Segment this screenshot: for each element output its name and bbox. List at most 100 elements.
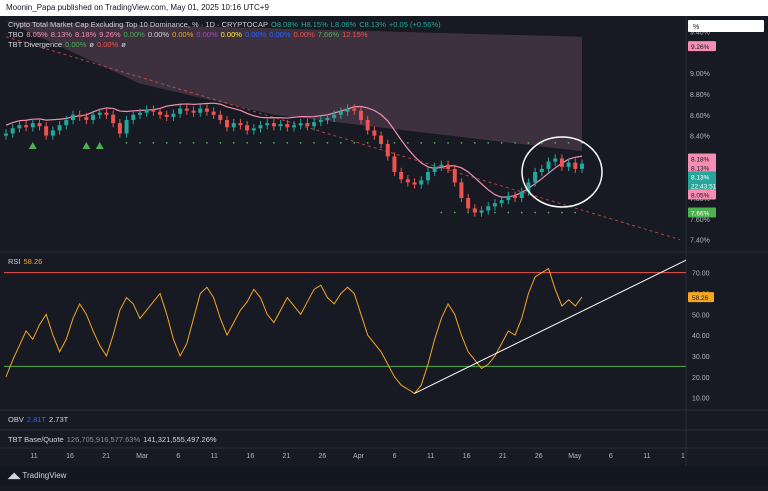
unit-box <box>688 20 764 32</box>
candle <box>271 123 276 127</box>
highlight-circle <box>521 136 603 208</box>
candle <box>519 191 524 198</box>
candle <box>278 124 283 127</box>
support-dot <box>259 141 262 144</box>
obv-legend: OBV 2.81T 2.73T <box>8 415 71 425</box>
chart-area[interactable]: 9.40% 9.00% 8.80% 8.60% 8.40% 7.80% 7.60% 7.40%… <box>0 16 768 486</box>
support-dot <box>406 141 409 144</box>
candle <box>379 135 384 144</box>
candle <box>4 133 8 136</box>
price-badge <box>688 153 716 164</box>
candle <box>573 162 578 169</box>
unit-label: % <box>693 24 699 31</box>
support-dot <box>554 141 557 144</box>
tbo-value: 0.00% <box>244 30 267 39</box>
tbo-value: 8.13% <box>50 30 72 39</box>
rsi-legend: RSI 58.26 <box>8 257 45 267</box>
candle <box>184 108 189 111</box>
time-tick-label: 11 <box>30 453 37 460</box>
candle <box>298 123 303 126</box>
price-badge-label: 8.05% <box>691 192 710 199</box>
candle <box>553 158 558 162</box>
tbt-label: TBT Divergence <box>8 40 63 49</box>
candle <box>466 198 471 209</box>
candle <box>191 110 196 113</box>
candle <box>325 117 330 120</box>
time-tick-label: 11 <box>643 453 650 460</box>
candle <box>492 203 497 207</box>
candle <box>479 210 484 213</box>
support-dot <box>507 211 510 214</box>
candle <box>358 110 363 120</box>
support-dot <box>500 141 503 144</box>
candle <box>17 125 22 129</box>
candle <box>111 114 116 124</box>
candle <box>84 116 89 120</box>
tbo-value: 8.18% <box>74 30 97 39</box>
candle <box>486 206 491 211</box>
tbo-legend-row[interactable]: TBO 8.05% 8.13% 8.18% 9.26% 0.00% 0.00% 0.00% 0.… <box>8 30 444 40</box>
candle <box>338 111 343 115</box>
candle <box>97 112 102 115</box>
rsi-line <box>5 267 583 395</box>
time-tick-label: 21 <box>102 453 110 460</box>
candle <box>30 123 35 128</box>
candle <box>372 130 377 136</box>
candle <box>77 114 82 117</box>
support-dot <box>480 211 483 214</box>
symbol-title: Crypto Total Market Cap Excluding Top 10… <box>8 20 268 29</box>
price-tick-label: 9.40% <box>690 30 710 37</box>
time-tick-label: 21 <box>499 453 507 460</box>
support-dot <box>420 141 423 144</box>
chart-canvas[interactable]: 9.40% 9.00% 8.80% 8.60% 8.40% 7.80% 7.60% 7.40%… <box>0 16 768 486</box>
support-dot <box>520 211 523 214</box>
ohlc-open: O8.08% <box>270 20 299 29</box>
support-dot <box>527 141 530 144</box>
candle <box>405 179 410 183</box>
support-dot <box>232 141 235 144</box>
candle <box>432 166 437 172</box>
rsi-value: 58.26 <box>23 257 43 266</box>
support-dot <box>286 141 289 144</box>
candle <box>37 123 42 127</box>
price-tick-label: 8.80% <box>690 92 710 99</box>
brand-name: TradingView <box>22 471 67 480</box>
support-dot <box>125 141 128 144</box>
tbt-value: 0.00% <box>65 40 87 49</box>
rsi-badge <box>688 292 714 303</box>
price-badge-label: 22:43:51 <box>691 183 717 190</box>
tbo-value: 12.15% <box>342 30 368 39</box>
main-legend: Crypto Total Market Cap Excluding Top 10… <box>8 20 444 50</box>
buy-triangle-icon <box>82 141 91 149</box>
candle <box>91 114 96 120</box>
candle <box>332 114 337 118</box>
candle <box>137 112 142 115</box>
support-dot <box>440 211 443 214</box>
candle <box>238 123 243 126</box>
candle <box>204 108 209 112</box>
candle <box>392 156 397 172</box>
candle <box>131 114 136 120</box>
price-badge-label: 7.66% <box>691 211 710 218</box>
time-tick-label: 11 <box>427 453 434 460</box>
tbt-legend-row[interactable]: TBT Divergence 0.00% ø 0.00% ø <box>8 40 444 50</box>
candle <box>50 130 55 136</box>
support-dot <box>561 211 563 214</box>
candle <box>265 123 270 126</box>
candle <box>117 123 122 134</box>
obv-value-2: 2.73T <box>49 415 69 424</box>
tbo-value: 9.26% <box>99 30 121 39</box>
candle <box>546 161 551 169</box>
tbo-value: 8.05% <box>26 30 48 39</box>
support-dot <box>467 211 470 214</box>
support-dot <box>460 141 463 144</box>
price-tick-label: 9.00% <box>690 71 710 78</box>
support-dot <box>139 141 141 144</box>
tbo-value: 0.00% <box>220 30 242 39</box>
support-dot <box>447 141 449 144</box>
support-dot <box>453 211 456 214</box>
support-dot <box>179 141 182 144</box>
candle <box>57 125 62 131</box>
tbo-value: 0.00% <box>172 30 194 39</box>
support-dot <box>192 141 195 144</box>
